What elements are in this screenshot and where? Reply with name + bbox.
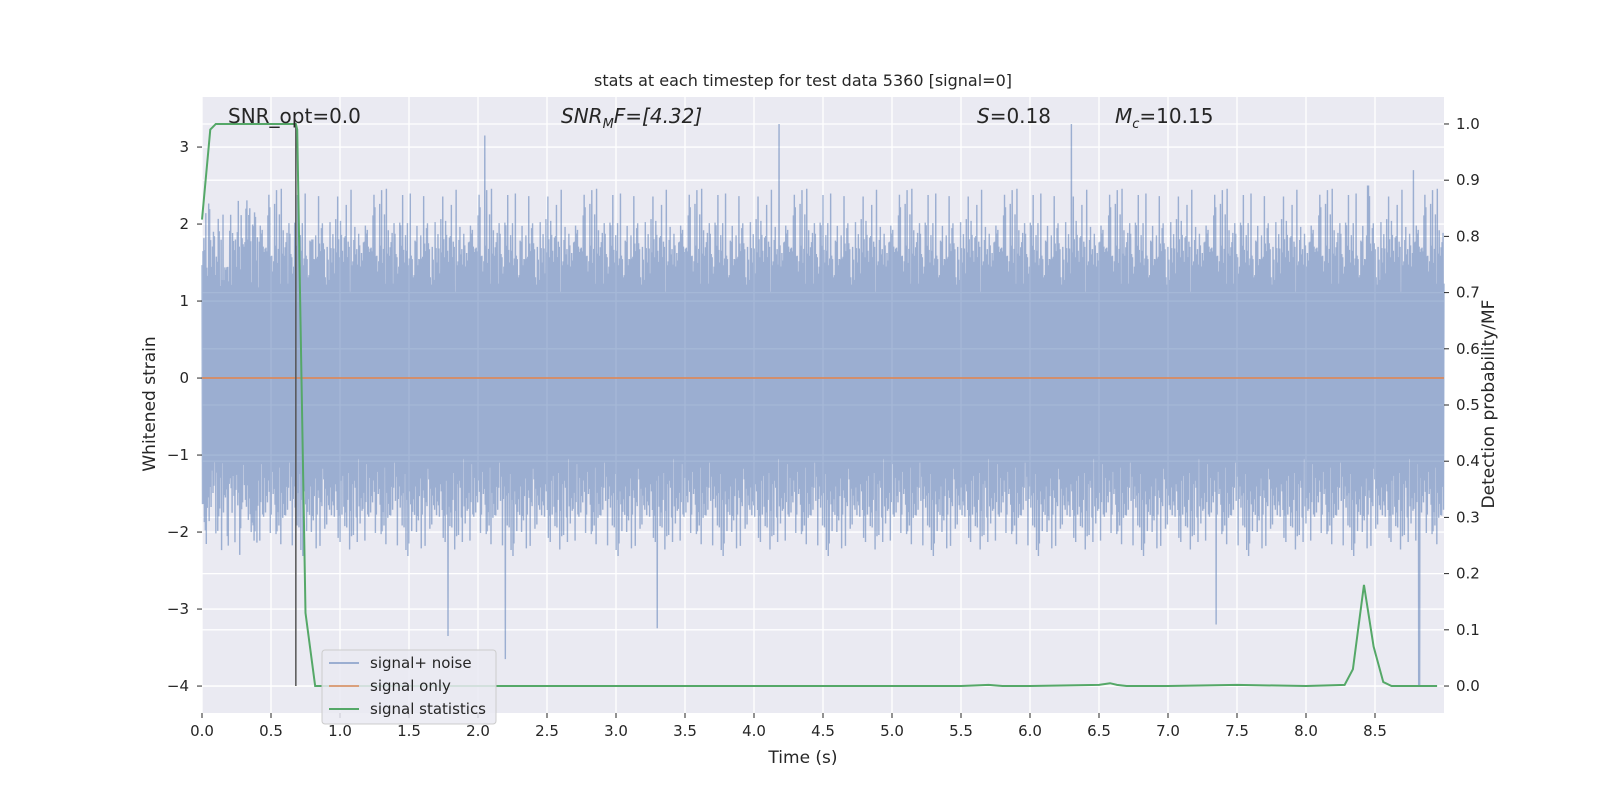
x-axis-label: Time (s) (767, 748, 837, 768)
x-tick-label-3: 1.5 (397, 722, 421, 740)
x-tick-label-5: 2.5 (535, 722, 559, 740)
y-tick-label-left-4: −1 (167, 446, 189, 464)
y-tick-label-right-3: 0.7 (1456, 284, 1480, 302)
x-tick-label-6: 3.0 (604, 722, 628, 740)
x-tick-label-10: 5.0 (880, 722, 904, 740)
legend-label-signal-statistics: signal statistics (370, 700, 486, 718)
x-tick-label-1: 0.5 (259, 722, 283, 740)
y-tick-label-left-7: −4 (167, 677, 189, 695)
y-tick-label-right-8: 0.2 (1456, 565, 1480, 583)
y-axis-label-right: Detection probability/MF (1479, 300, 1499, 509)
x-tick-label-8: 4.0 (742, 722, 766, 740)
y-tick-label-left-5: −2 (167, 523, 189, 541)
x-tick-label-7: 3.5 (673, 722, 697, 740)
series-signal-noise (201, 123, 1445, 687)
y-tick-label-left-6: −3 (167, 600, 189, 618)
snr-mf-annotation: SNRMF=[4.32] (561, 104, 702, 132)
mc-annotation: Mc=10.15 (1115, 104, 1213, 132)
legend-frame (321, 649, 497, 725)
snr-opt-annotation: SNR_opt=0.0 (228, 104, 361, 128)
x-tick-label-13: 6.5 (1087, 722, 1111, 740)
x-tick-label-14: 7.0 (1156, 722, 1180, 740)
legend-label-signal-only: signal only (370, 677, 451, 695)
y-tick-label-right-6: 0.4 (1456, 452, 1480, 470)
s-annotation: S=0.18 (977, 104, 1051, 128)
x-tick-label-11: 5.5 (949, 722, 973, 740)
y-tick-label-left-1: 2 (179, 215, 189, 233)
y-tick-label-left-2: 1 (179, 292, 189, 310)
legend-label-signal-noise: signal+ noise (370, 654, 472, 672)
y-tick-label-right-1: 0.9 (1456, 171, 1480, 189)
y-tick-label-right-9: 0.1 (1456, 621, 1480, 639)
y-tick-label-right-7: 0.3 (1456, 508, 1480, 526)
chart-title: stats at each timestep for test data 536… (594, 71, 1012, 90)
x-tick-label-17: 8.5 (1363, 722, 1387, 740)
y-tick-label-right-4: 0.6 (1456, 340, 1480, 358)
y-axis-label-left: Whitened strain (140, 336, 160, 471)
x-tick-label-12: 6.0 (1018, 722, 1042, 740)
x-tick-label-16: 8.0 (1294, 722, 1318, 740)
legend: signal+ noise signal only signal statist… (321, 649, 497, 725)
x-tick-label-4: 2.0 (466, 722, 490, 740)
y-tick-label-right-5: 0.5 (1456, 396, 1480, 414)
y-tick-label-right-10: 0.0 (1456, 677, 1480, 695)
x-tick-label-9: 4.5 (811, 722, 835, 740)
y-tick-label-left-3: 0 (179, 369, 189, 387)
x-tick-label-0: 0.0 (190, 722, 214, 740)
x-tick-label-2: 1.0 (328, 722, 352, 740)
series-signal-statistics (201, 122, 1438, 688)
y-tick-label-left-0: 3 (179, 138, 189, 156)
y-tick-label-right-0: 1.0 (1456, 115, 1480, 133)
y-tick-label-right-2: 0.8 (1456, 227, 1480, 245)
x-tick-label-15: 7.5 (1225, 722, 1249, 740)
